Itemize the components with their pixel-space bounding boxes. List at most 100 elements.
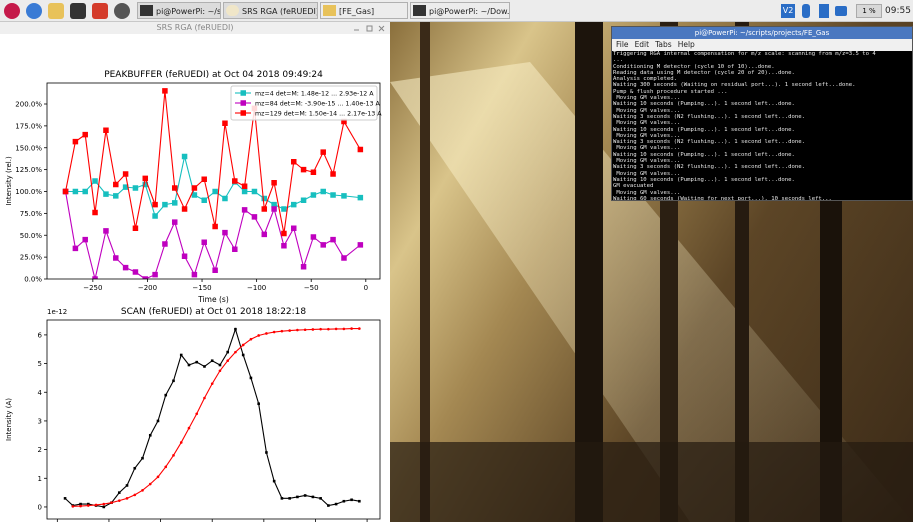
data-point <box>149 483 152 486</box>
legend-marker <box>241 90 247 96</box>
data-point <box>82 237 88 243</box>
data-point <box>103 191 109 197</box>
taskbar: pi@PowerPi: ~/script... SRS RGA (feRUEDI… <box>0 0 913 22</box>
data-point <box>162 241 168 247</box>
vnc-icon[interactable]: V2 <box>781 4 795 18</box>
data-point <box>330 171 336 177</box>
x-axis-label: Time (s) <box>197 295 229 304</box>
data-point <box>281 497 284 500</box>
offset-text: 1e-12 <box>47 308 67 316</box>
y-tick-label: 1 <box>38 475 42 483</box>
terminal-line: Waiting 60 seconds (Waiting for next por… <box>613 196 912 200</box>
terminal-window: pi@PowerPi: ~/scripts/projects/FE_Gas Fi… <box>611 26 913 201</box>
data-point <box>273 480 276 483</box>
desktop: pi@PowerPi: ~/script... SRS RGA (feRUEDI… <box>0 0 913 522</box>
data-point <box>180 354 183 357</box>
data-point <box>195 412 198 415</box>
data-point <box>242 344 245 347</box>
data-point <box>64 497 67 500</box>
menu-icon[interactable] <box>4 3 20 19</box>
data-point <box>73 139 79 145</box>
data-point <box>242 207 248 213</box>
data-point <box>232 178 238 184</box>
data-point <box>126 484 129 487</box>
data-point <box>343 500 346 503</box>
menu-item[interactable]: Tabs <box>655 40 672 49</box>
data-point <box>288 497 291 500</box>
plot-window: SRS RGA (feRUEDI) PEAKBUFFER (feRUEDI) a… <box>0 22 390 522</box>
data-point <box>152 202 158 208</box>
data-point <box>192 272 198 278</box>
data-point <box>133 226 139 232</box>
y-tick-label: 75.0% <box>20 210 43 218</box>
data-point <box>87 504 90 507</box>
task-button[interactable]: [FE_Gas] <box>320 2 408 19</box>
data-point <box>211 359 214 362</box>
data-point <box>113 255 119 261</box>
data-point <box>212 268 218 274</box>
data-point <box>330 237 336 243</box>
files-icon[interactable] <box>48 3 64 19</box>
data-point <box>133 467 136 470</box>
y-tick-label: 25.0% <box>20 254 43 262</box>
data-point <box>212 189 218 195</box>
data-point <box>271 180 277 186</box>
data-point <box>226 351 229 354</box>
ground <box>390 442 913 522</box>
data-point <box>211 382 214 385</box>
data-point <box>102 503 105 506</box>
x-tick-label: 0 <box>364 284 368 292</box>
data-point <box>113 182 119 188</box>
terminal-icon[interactable] <box>70 3 86 19</box>
data-point <box>341 255 347 261</box>
network-icon[interactable] <box>819 4 829 18</box>
data-point <box>320 242 326 248</box>
data-point <box>172 200 178 206</box>
y-tick-label: 150.0% <box>15 144 42 152</box>
task-button[interactable]: pi@PowerPi: ~/Dow... <box>410 2 510 19</box>
data-point <box>102 506 105 509</box>
data-point <box>343 328 346 331</box>
data-point <box>92 178 98 184</box>
y-tick-label: 100.0% <box>15 188 42 196</box>
plots: PEAKBUFFER (feRUEDI) at Oct 04 2018 09:4… <box>0 34 390 522</box>
data-point <box>152 213 158 219</box>
maximize-button[interactable] <box>367 26 372 31</box>
task-label: SRS RGA (feRUEDI) <box>242 7 318 16</box>
app-icon[interactable] <box>114 3 130 19</box>
y-tick-label: 50.0% <box>20 232 43 240</box>
y-axis-label: Intensity (A) <box>5 398 13 441</box>
data-point <box>172 379 175 382</box>
data-point <box>291 226 297 232</box>
app-icon[interactable] <box>92 3 108 19</box>
menu-item[interactable]: Help <box>678 40 695 49</box>
data-point <box>262 232 268 238</box>
data-point <box>312 496 315 499</box>
x-tick-label: −250 <box>83 284 102 292</box>
data-point <box>103 128 109 134</box>
data-point <box>350 498 353 501</box>
data-point <box>301 198 307 204</box>
menu-item[interactable]: Edit <box>635 40 650 49</box>
browser-icon[interactable] <box>26 3 42 19</box>
data-point <box>271 206 277 212</box>
task-button[interactable]: pi@PowerPi: ~/script... <box>137 2 221 19</box>
data-point <box>182 154 188 160</box>
clock: 09:55 <box>885 0 911 22</box>
data-point <box>350 327 353 330</box>
y-tick-label: 0 <box>38 503 42 511</box>
volume-icon[interactable] <box>835 6 847 16</box>
data-point <box>281 231 287 237</box>
data-point <box>162 202 168 208</box>
data-point <box>172 454 175 457</box>
data-point <box>73 189 79 195</box>
close-button[interactable] <box>379 26 384 31</box>
data-point <box>242 189 248 195</box>
menu-item[interactable]: File <box>616 40 629 49</box>
task-button[interactable]: SRS RGA (feRUEDI) <box>223 2 318 19</box>
data-point <box>320 189 326 195</box>
bluetooth-icon[interactable] <box>802 4 810 18</box>
data-point <box>222 196 228 202</box>
data-point <box>281 206 287 212</box>
window-title-text: SRS RGA (feRUEDI) <box>157 23 234 32</box>
